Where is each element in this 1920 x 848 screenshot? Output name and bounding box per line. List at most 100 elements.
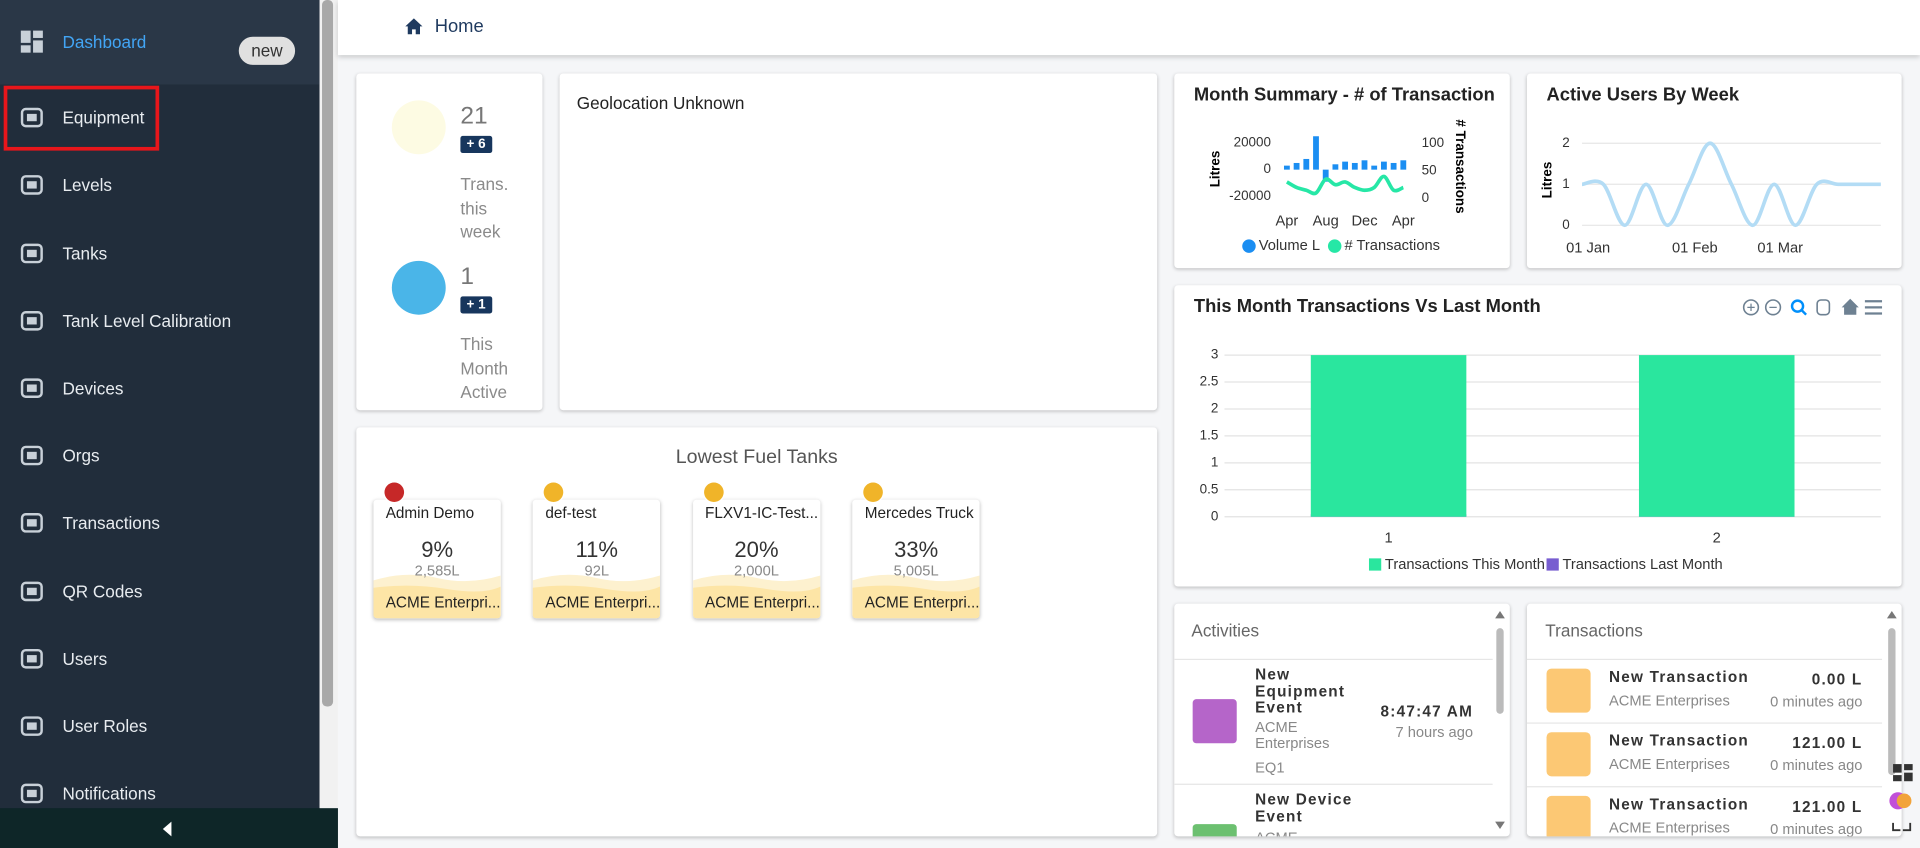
legend-marker: [1242, 239, 1256, 253]
menu-item[interactable]: Tanks: [0, 219, 320, 286]
tank-org: ACME Enterpri...: [385, 593, 501, 612]
bar: [1361, 160, 1368, 170]
menu-item[interactable]: Dashboard new: [0, 0, 320, 84]
transaction-ago: 0 minutes ago: [1770, 820, 1863, 837]
menu-item[interactable]: QR Codes: [0, 557, 320, 624]
stat-label: This Month Active Users: [460, 334, 509, 410]
legend-label[interactable]: Transactions Last Month: [1562, 557, 1722, 573]
tank-percent: 20%: [734, 537, 779, 563]
tank-volume: 92L: [584, 562, 610, 580]
legend-label[interactable]: # Transactions: [1344, 238, 1440, 254]
stat-label: Trans. this week: [460, 173, 509, 242]
menu-icon: [20, 243, 43, 263]
tank-org: ACME Enterpri...: [864, 593, 980, 612]
y-tick-label: 0: [1562, 217, 1569, 232]
breadcrumb-text: Home: [434, 15, 484, 37]
tank-org: ACME Enterpri...: [545, 593, 661, 612]
menu-badge: new: [238, 36, 296, 65]
line: [1285, 174, 1405, 196]
activity-title: New Device Event: [1255, 791, 1353, 825]
legend-marker: [1368, 558, 1382, 571]
x-tick-label: 01 Jan: [1566, 240, 1610, 256]
y2-axis-label: # Transactions: [1453, 119, 1468, 213]
menu-item[interactable]: Transactions: [0, 490, 320, 557]
bar: [1400, 160, 1407, 170]
tank-percent: 11%: [575, 537, 619, 563]
chart-title: Active Users By Week: [1547, 83, 1740, 104]
toolbar-glyph: [1800, 308, 1807, 316]
divider: [1526, 786, 1883, 788]
tank-card[interactable]: FLXV1-IC-Test... 20% 2,000L ACME Enterpri..…: [692, 499, 821, 619]
x-tick-label: Dec: [1351, 214, 1377, 230]
legend-label[interactable]: Transactions This Month: [1385, 557, 1545, 573]
toolbar-button[interactable]: [1816, 299, 1831, 316]
bar: [1293, 162, 1300, 170]
chart: Active Users By Week 0 1 2 Litres 01 Jan 01 Fe…: [1539, 83, 1881, 256]
sidebar-scrollbar: [319, 0, 338, 809]
menu-item[interactable]: Tank Level Calibration: [0, 287, 320, 354]
tank-status: [703, 482, 724, 503]
menu-item[interactable]: Notifications: [0, 760, 320, 827]
highlight-box: [3, 85, 160, 151]
y-tick-label: 2: [1211, 401, 1218, 416]
tank-name: def-test: [545, 504, 597, 522]
menu-label: QR Codes: [62, 581, 143, 601]
tank-volume: 5,005L: [893, 562, 939, 580]
menu-icon: [20, 445, 43, 466]
legend-marker: [1546, 558, 1559, 571]
menu-label: Devices: [62, 378, 124, 398]
y2-tick-label: 100: [1422, 135, 1444, 150]
y2-tick-label: 50: [1422, 162, 1437, 177]
y-tick-label: 0: [1264, 161, 1271, 176]
menu-item[interactable]: Orgs: [0, 422, 320, 489]
tank-wave: [852, 574, 980, 619]
menu-item[interactable]: Devices: [0, 354, 320, 421]
legend-label[interactable]: Volume L: [1259, 238, 1320, 254]
toolbar-button[interactable]: [1864, 300, 1883, 315]
bar: [1351, 162, 1358, 170]
transaction-org: ACME Enterprises: [1608, 819, 1730, 837]
tank-wave: [533, 574, 661, 619]
menu-item[interactable]: Equipment: [0, 84, 320, 151]
toolbar-button[interactable]: [1742, 299, 1760, 316]
transaction-ago: 0 minutes ago: [1770, 756, 1863, 774]
tank-org: ACME Enterpri...: [705, 593, 820, 612]
tank-volume: 2,585L: [414, 562, 460, 580]
transaction-title: New Transaction: [1608, 668, 1749, 686]
bar: [1371, 165, 1378, 170]
floating-tools[interactable]: [1886, 759, 1920, 845]
menu-icon: [20, 175, 43, 196]
toolbar-button[interactable]: [1790, 299, 1805, 313]
tank-card[interactable]: def-test 11% 92L ACME Enterpri...: [533, 499, 661, 619]
active-users-card: [1526, 73, 1902, 269]
y-tick-label: 2.5: [1200, 374, 1219, 389]
menu-item[interactable]: Users: [0, 625, 320, 692]
toolbar-button[interactable]: [1841, 298, 1859, 315]
activity-org: ACME Enterprises: [1255, 830, 1328, 837]
activities-card: Activities New Equipment Event ACME Enter…: [1174, 603, 1510, 837]
tank-card[interactable]: Admin Demo 9% 2,585L ACME Enterpri...: [373, 499, 501, 619]
y-tick-label: 0.5: [1200, 481, 1219, 496]
stat-icon: [391, 260, 446, 315]
tank-status: [863, 482, 884, 503]
tank-card[interactable]: Mercedes Truck 33% 5,005L ACME Enterpri...: [852, 499, 980, 619]
transaction-org: ACME Enterprises: [1608, 691, 1730, 709]
chart-title: This Month Transactions Vs Last Month: [1194, 295, 1541, 316]
legend-marker: [1327, 239, 1342, 253]
menu-label: Equipment: [62, 107, 145, 128]
tank-volume: 2,000L: [734, 562, 779, 580]
transaction-amount: 121.00 L: [1792, 798, 1863, 816]
tanks-card: Lowest Fuel Tanks Admin Demo 9% 2,585L ACME…: [356, 427, 1158, 837]
y-tick-label: 0: [1211, 508, 1218, 523]
line: [1581, 141, 1881, 228]
toolbar-button[interactable]: [1764, 299, 1782, 316]
activity-time: 8:47:47 AM: [1380, 702, 1474, 721]
menu-icon: [20, 107, 43, 128]
transaction-amount: 0.00 L: [1811, 671, 1863, 689]
bar: [1310, 355, 1467, 517]
menu-item[interactable]: Levels: [0, 152, 320, 219]
menu-item[interactable]: User Roles: [0, 692, 320, 759]
menu-label: Tanks: [62, 243, 108, 263]
collapse-button[interactable]: [0, 808, 338, 848]
